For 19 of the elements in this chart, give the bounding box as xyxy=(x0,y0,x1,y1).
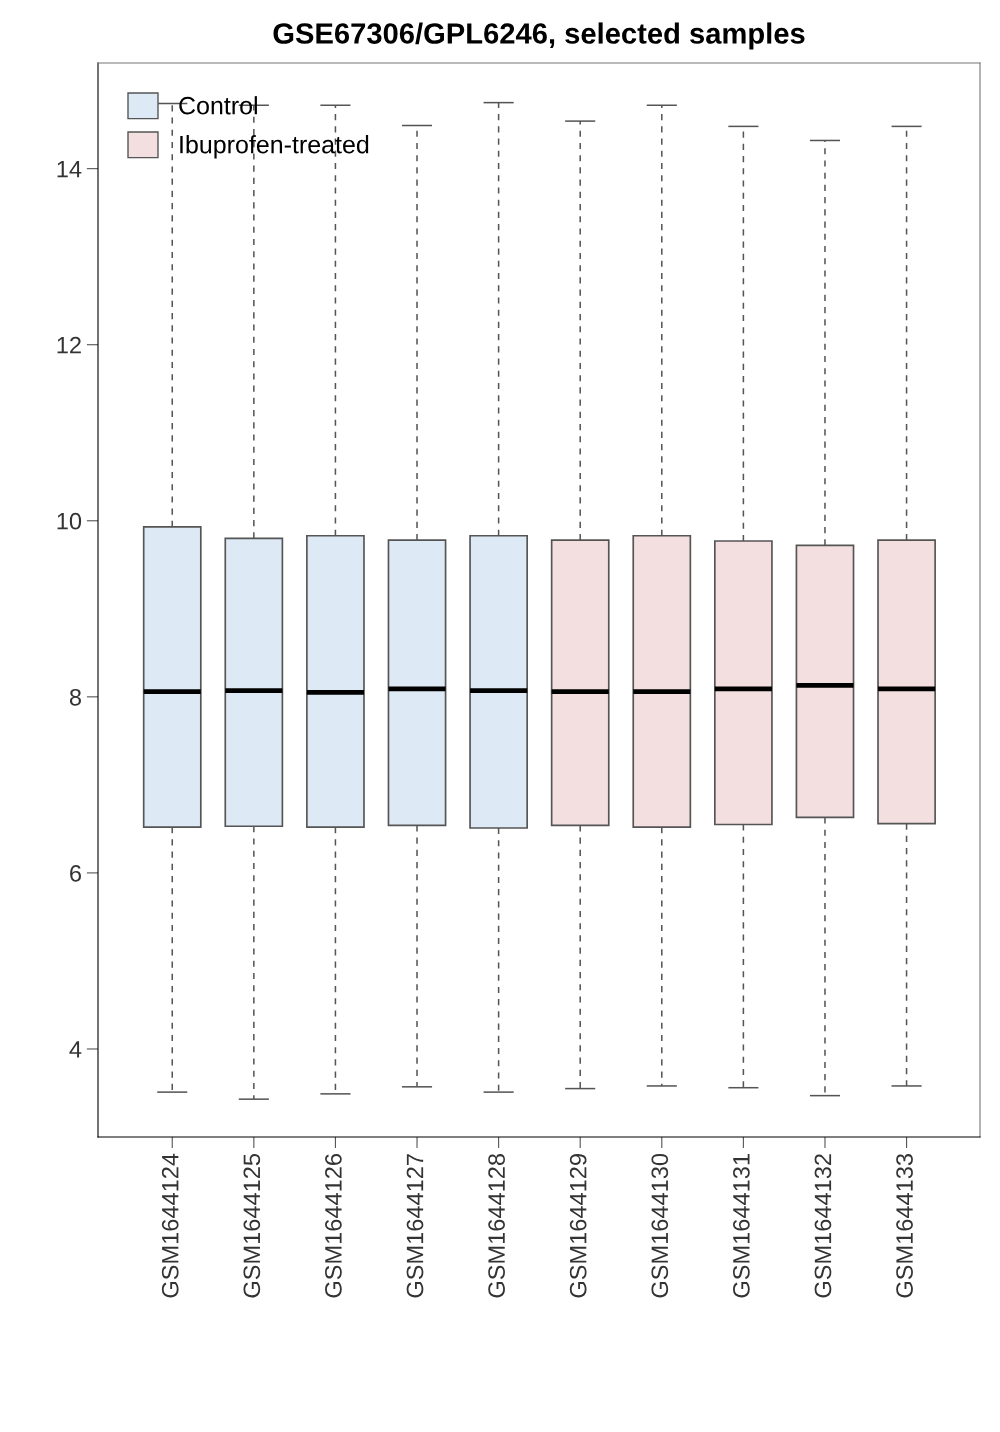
y-tick-label: 10 xyxy=(57,512,82,530)
x-tick-label: GSM1644133 xyxy=(896,1154,913,1298)
x-tick-label: GSM1644129 xyxy=(569,1154,587,1298)
x-tick-label: GSM1644124 xyxy=(161,1153,179,1298)
x-tick-label: GSM1644128 xyxy=(488,1154,505,1298)
x-tick-label: GSM1644132 xyxy=(814,1154,832,1298)
y-tick-label: 4 xyxy=(69,1041,82,1058)
x-tick-label: GSM1644131 xyxy=(733,1154,750,1298)
x-tick-label: GSM1644125 xyxy=(243,1153,261,1298)
x-tick-label: GSM1644130 xyxy=(651,1153,669,1298)
chart-title: GSE67306/GPL6246, selected samples xyxy=(273,22,805,50)
x-tick-label: GSM1644126 xyxy=(325,1154,342,1298)
y-tick-label: 14 xyxy=(57,160,82,178)
y-tick-label: 8 xyxy=(69,688,81,706)
y-tick-label: 6 xyxy=(70,864,81,882)
y-tick-label: 12 xyxy=(57,336,81,354)
legend-label: Control xyxy=(179,96,257,115)
x-tick-label: GSM1644127 xyxy=(406,1154,424,1298)
legend-label: Ibuprofen-treated xyxy=(180,135,369,159)
